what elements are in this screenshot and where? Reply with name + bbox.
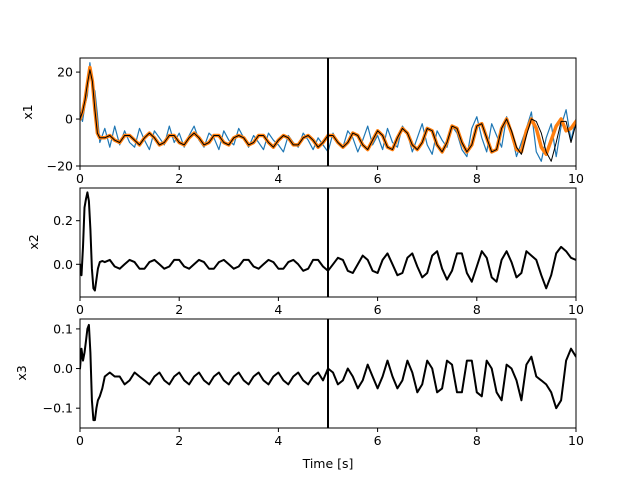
ytick-label-x2: 0.0 [53,257,73,272]
axes-frame-x1 [79,57,577,167]
xtick-label-x3: 4 [274,433,282,448]
xtick-label-x1: 10 [568,171,584,186]
xtick-label-x3: 2 [175,433,183,448]
ticks-x3: 0 2 4 6 8 10 −0.1 0.0 0.1 [43,321,584,448]
xtick-label-x3: 10 [568,433,584,448]
plot-area-x3 [79,318,577,429]
xlabel-time: Time [s] [302,456,354,471]
xtick-label-x1: 8 [473,171,481,186]
ytick-label-x3: −0.1 [43,401,73,416]
ylabel-x2: x2 [26,234,41,249]
axes-frame-x2 [79,187,577,298]
xtick-label-x1: 2 [175,171,183,186]
ytick-label-x3: 0.0 [53,361,73,376]
ytick-label-x1: 20 [57,65,73,80]
plot-area-x2 [79,187,577,298]
ytick-label-x3: 0.1 [53,321,73,336]
series-line-x2-state [80,191,576,292]
ylabel-x1: x1 [20,104,35,119]
ytick-label-x1: −20 [47,159,73,174]
xtick-label-x2: 6 [374,302,382,317]
subplot-x2: 0 2 4 6 8 10 0.0 0.2 x2 [26,187,584,317]
xtick-label-x1: 6 [374,171,382,186]
series-group-x3 [80,323,576,422]
series-group-x2 [80,191,576,292]
xtick-label-x1: 0 [76,171,84,186]
xtick-label-x3: 8 [473,433,481,448]
xtick-label-x2: 0 [76,302,84,317]
xtick-label-x3: 0 [76,433,84,448]
xtick-label-x2: 10 [568,302,584,317]
series-line-x3-state [80,323,576,422]
xtick-label-x2: 2 [175,302,183,317]
series-line-x1-measurement [80,62,576,162]
ylabel-x3: x3 [14,365,29,380]
series-line-x1-reference [80,69,576,162]
xtick-label-x3: 6 [374,433,382,448]
series-group-x1 [80,62,576,162]
xtick-label-x2: 4 [274,302,282,317]
xtick-label-x2: 8 [473,302,481,317]
axes-frame-x3 [79,318,577,429]
ytick-label-x2: 0.2 [53,213,73,228]
xtick-label-x1: 4 [274,171,282,186]
subplot-x3: 0 2 4 6 8 10 −0.1 0.0 0.1 x3 [14,318,584,448]
ticks-x2: 0 2 4 6 8 10 0.0 0.2 [53,213,584,317]
ytick-label-x1: 0 [65,112,73,127]
plot-area-x1 [79,57,577,167]
